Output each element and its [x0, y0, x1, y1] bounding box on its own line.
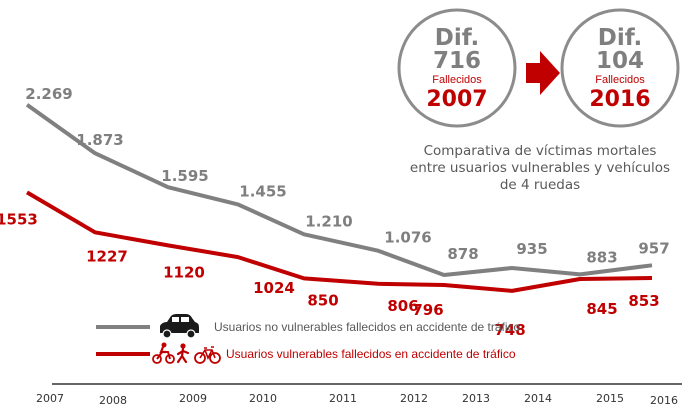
callout-sub-label: Fallecidos	[432, 74, 482, 86]
x-tick-label: 2016	[650, 394, 678, 407]
data-label: 883	[586, 248, 617, 266]
data-label: 850	[307, 291, 338, 309]
data-label: 845	[586, 300, 617, 318]
data-label: 796	[412, 301, 443, 319]
car-icon	[160, 314, 199, 339]
data-label: 878	[447, 245, 478, 263]
data-label: 1553	[0, 210, 38, 228]
data-label: 1.076	[384, 229, 431, 247]
legend-label-gray: Usuarios no vulnerables fallecidos en ac…	[214, 320, 521, 334]
arrow-icon	[526, 51, 560, 95]
data-label: 935	[516, 240, 547, 258]
legend-label-red: Usuarios vulnerables fallecidos en accid…	[226, 347, 516, 361]
callout-dif-value: 716	[433, 48, 481, 74]
callout-2016: Dif. 104 Fallecidos 2016	[560, 8, 680, 128]
callout-2007: Dif. 716 Fallecidos 2007	[397, 8, 517, 128]
x-tick-label: 2015	[596, 392, 624, 405]
callout-sub-label: Fallecidos	[595, 74, 645, 86]
pedestrian-icon	[176, 343, 190, 364]
x-tick-label: 2009	[179, 392, 207, 405]
x-tick-label: 2012	[400, 392, 428, 405]
callout-dif-label: Dif.	[435, 25, 479, 51]
data-label: 2.269	[25, 85, 72, 103]
data-label: 853	[628, 292, 659, 310]
data-label: 1.873	[76, 131, 123, 149]
x-tick-label: 2007	[36, 392, 64, 405]
caption-line-2: entre usuarios vulnerables y vehículos	[410, 160, 670, 176]
motorcycle-icon	[152, 342, 175, 364]
callout-dif-label: Dif.	[598, 25, 642, 51]
legend-item-gray: Usuarios no vulnerables fallecidos en ac…	[96, 314, 521, 339]
series-layer	[25, 103, 653, 293]
data-label: 1.595	[161, 167, 208, 185]
caption-line-1: Comparativa de víctimas mortales	[424, 143, 657, 159]
callout-circle-2007	[397, 8, 517, 128]
x-tick-label: 2010	[249, 392, 277, 405]
data-label: 1227	[86, 247, 128, 265]
x-axis-tick-labels: 2007 2008 2009 2010 2011 2012 2013 2014 2015 2016	[36, 392, 678, 407]
data-label: 806	[387, 297, 418, 315]
callout-year: 2016	[589, 87, 650, 112]
callout-circle-2016	[560, 8, 680, 128]
x-tick-label: 2014	[524, 392, 552, 405]
data-label-layer: 2.269 1.873 1.595 1.455 1.210 1.076 878 935 883 9…	[0, 85, 670, 339]
x-tick-label: 2013	[462, 392, 490, 405]
data-label: 748	[494, 321, 525, 339]
callout-year: 2007	[426, 87, 487, 112]
data-label: 1.210	[305, 212, 352, 230]
callout-dif-value: 104	[596, 48, 644, 74]
caption-line-3: de 4 ruedas	[500, 177, 580, 193]
data-label: 1120	[163, 263, 205, 281]
data-label: 1024	[253, 279, 295, 297]
x-tick-label: 2008	[99, 394, 127, 407]
legend: Usuarios no vulnerables fallecidos en ac…	[96, 314, 521, 364]
legend-item-red: Usuarios vulnerables fallecidos en accid…	[96, 342, 516, 364]
x-tick-label: 2011	[329, 392, 357, 405]
data-label: 957	[638, 239, 669, 257]
bicycle-icon	[194, 346, 221, 364]
series-line-red	[25, 190, 653, 293]
data-label: 1.455	[239, 182, 286, 200]
series-line-gray	[25, 103, 653, 277]
